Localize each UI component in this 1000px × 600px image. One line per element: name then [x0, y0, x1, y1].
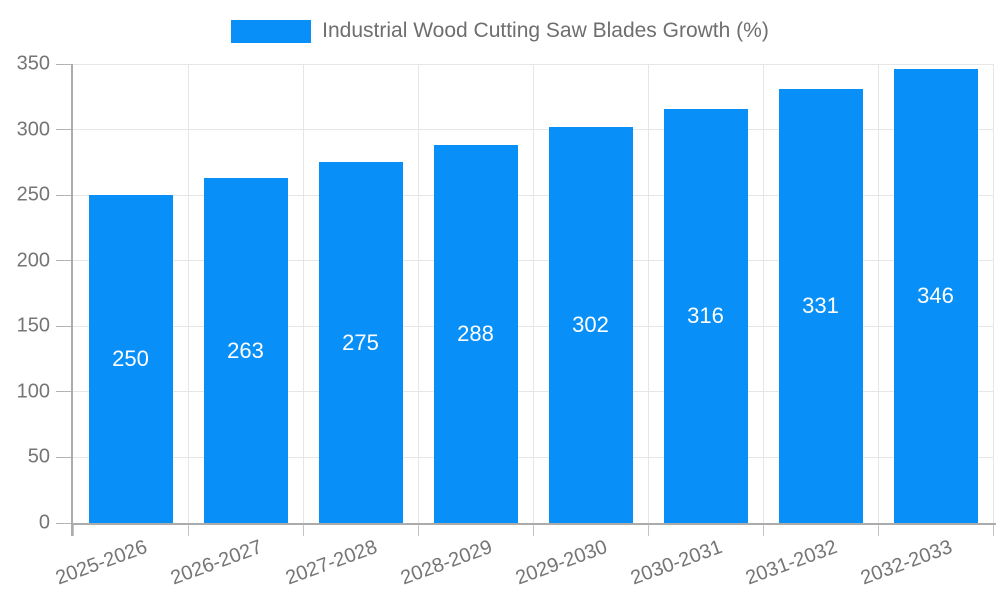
x-tick-mark: [417, 525, 419, 536]
x-tick-label: 2031-2032: [742, 536, 841, 590]
gridline-vertical: [417, 64, 419, 523]
plot-area: 250 263 275 288 302 316 331 346: [73, 63, 994, 523]
x-tick-label: 2025-2026: [52, 536, 151, 590]
gridline-vertical: [302, 64, 304, 523]
x-tick-mark: [647, 525, 649, 536]
x-tick-label: 2032-2033: [857, 536, 956, 590]
x-tick-mark: [187, 525, 189, 536]
y-tick-label: 350: [16, 52, 50, 75]
x-tick-mark: [302, 525, 304, 536]
bar-value-label: 288: [457, 321, 494, 347]
bar-value-label: 263: [227, 337, 264, 363]
bar: [778, 88, 863, 523]
y-tick-label: 100: [16, 380, 50, 403]
bar: [893, 69, 978, 523]
y-tick-label: 150: [16, 314, 50, 337]
y-tick-label: 0: [38, 511, 50, 534]
x-tick-label: 2028-2029: [397, 536, 496, 590]
bar: [318, 162, 403, 523]
y-tick-mark: [56, 456, 72, 458]
legend-item[interactable]: Industrial Wood Cutting Saw Blades Growt…: [0, 14, 1000, 48]
x-axis-line: [71, 523, 996, 525]
x-tick-mark: [762, 525, 764, 536]
y-tick-mark: [56, 391, 72, 393]
y-tick-label: 200: [16, 249, 50, 272]
y-tick-label: 250: [16, 183, 50, 206]
bar-value-label: 346: [917, 283, 954, 309]
bar: [663, 108, 748, 523]
y-tick-mark: [56, 194, 72, 196]
x-tick-label: 2027-2028: [282, 536, 381, 590]
x-tick-label: 2026-2027: [167, 536, 266, 590]
gridline-vertical: [187, 64, 189, 523]
y-tick-mark: [56, 325, 72, 327]
bar-value-label: 331: [802, 292, 839, 318]
bar-value-label: 275: [342, 329, 379, 355]
bar: [88, 195, 173, 523]
gridline-vertical: [532, 64, 534, 523]
y-tick-mark: [56, 129, 72, 131]
legend-label: Industrial Wood Cutting Saw Blades Growt…: [322, 19, 769, 42]
y-axis-line: [71, 64, 73, 536]
bar: [203, 178, 288, 523]
y-tick-mark: [56, 522, 72, 524]
gridline-vertical: [992, 64, 994, 523]
y-tick-mark: [56, 63, 72, 65]
gridline-vertical: [877, 64, 879, 523]
bar-value-label: 316: [687, 302, 724, 328]
x-tick-mark: [72, 525, 74, 536]
gridline-vertical: [647, 64, 649, 523]
bar: [433, 145, 518, 523]
x-tick-mark: [877, 525, 879, 536]
x-tick-label: 2029-2030: [512, 536, 611, 590]
bar-value-label: 250: [112, 346, 149, 372]
bar: [548, 126, 633, 523]
x-tick-label: 2030-2031: [627, 536, 726, 590]
bar-value-label: 302: [572, 311, 609, 337]
y-tick-label: 50: [27, 445, 50, 468]
y-tick-label: 300: [16, 118, 50, 141]
legend-swatch: [231, 19, 312, 43]
x-tick-mark: [992, 525, 994, 536]
x-tick-mark: [532, 525, 534, 536]
gridline-vertical: [762, 64, 764, 523]
y-tick-mark: [56, 260, 72, 262]
